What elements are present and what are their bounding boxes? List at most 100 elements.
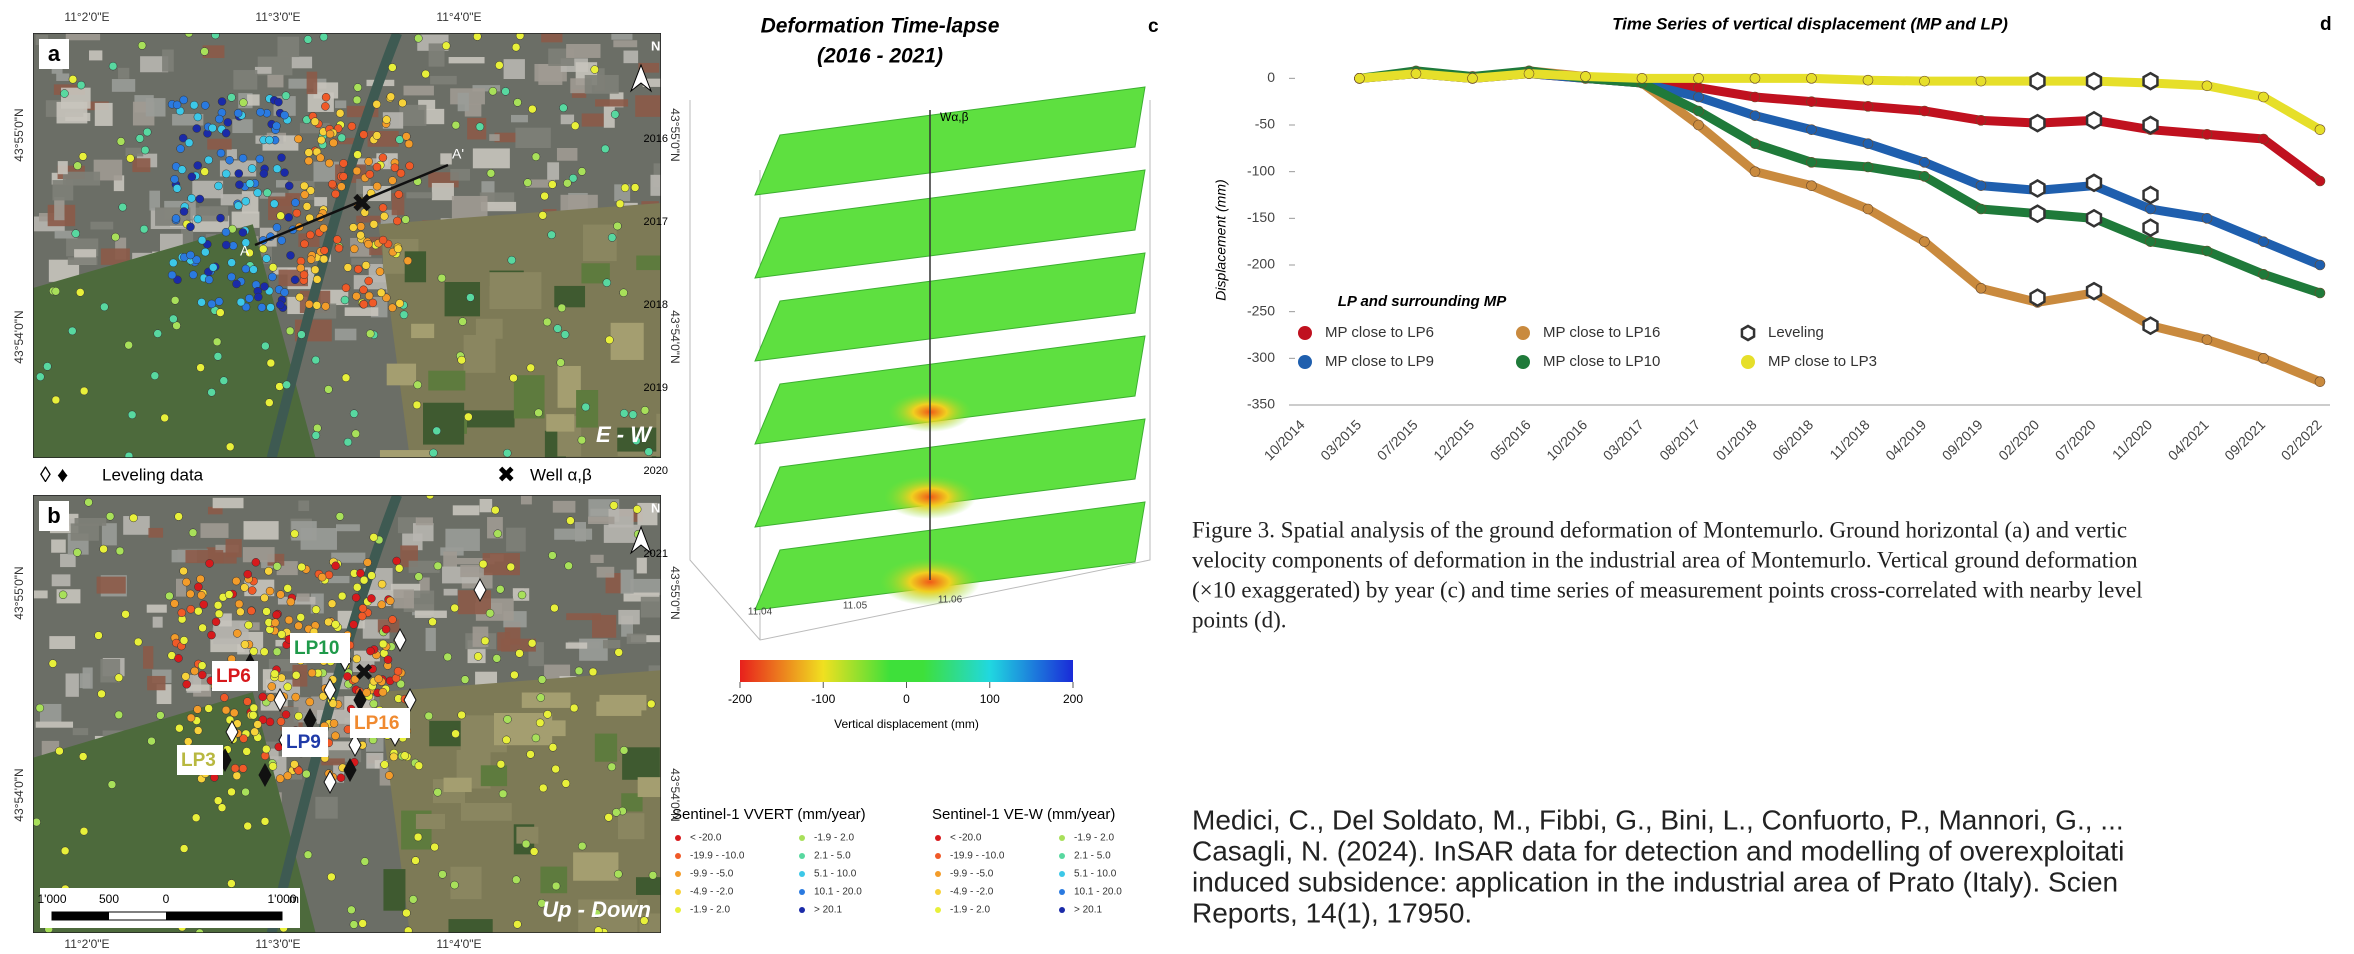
x-tick-label: 11/2018 [1826,416,1873,463]
sentinel-class: -1.9 - 2.0 [690,905,730,916]
year-label: 2020 [644,465,668,477]
measurement-point [33,817,41,827]
building [38,213,55,222]
leveling-diamond [393,627,407,653]
measurement-point [488,86,498,96]
measurement-point [73,548,82,557]
building [62,171,101,186]
measurement-point [229,241,238,250]
measurement-point [270,618,280,627]
scale-label: 0 [163,892,170,906]
measurement-point [207,388,216,397]
latitude-label: 43°54'0"N [668,310,682,363]
measurement-point [551,764,560,774]
building [321,758,345,766]
measurement-point [475,122,485,131]
deformation-slab [754,335,1146,445]
measurement-point [156,711,165,720]
lp-label: LP16 [354,713,399,734]
measurement-point [405,161,414,171]
sentinel-title: Sentinel-1 VVERT (mm/year) [672,806,866,823]
measurement-point [480,636,490,646]
building [565,642,588,649]
measurement-point [421,69,430,79]
measurement-point [68,75,78,84]
measurement-point [377,600,386,609]
measurement-point [388,176,397,185]
measurement-point [262,254,271,263]
measurement-point [294,711,303,721]
measurement-point [401,215,410,224]
measurement-point [333,235,342,244]
measurement-point [515,33,525,40]
building [621,615,633,637]
measurement-point [183,737,193,746]
building [207,138,232,150]
measurement-point [450,880,459,890]
measurement-point [556,358,565,367]
measurement-point [186,713,196,723]
measurement-point [378,639,388,649]
building [482,553,520,576]
citation-line: Medici, C., Del Soldato, M., Fibbi, G., … [1192,804,2124,835]
building [94,102,113,126]
building [590,554,604,563]
river [266,33,402,458]
measurement-point [372,131,382,140]
building [552,500,576,513]
building [443,588,458,596]
measurement-point [286,597,296,607]
measurement-point [266,303,275,312]
measurement-point [375,267,385,276]
measurement-point [365,170,375,179]
measurement-point [531,733,541,743]
measurement-point [321,102,330,111]
measurement-point [339,172,348,181]
measurement-point [640,916,649,925]
sentinel-class: > 20.1 [814,905,843,916]
colorbar-tick-label: 100 [980,692,1000,706]
measurement-point [337,133,347,143]
measurement-point [473,33,482,41]
measurement-point [473,652,483,661]
building [581,113,604,127]
data-point [1693,91,1704,103]
building [90,221,114,230]
measurement-point [227,258,236,267]
measurement-point [274,97,283,107]
measurement-point [256,107,265,117]
measurement-point [377,579,387,589]
legend-label: Well α,β [530,465,592,484]
measurement-point [265,586,275,596]
measurement-point [496,759,506,769]
measurement-point [343,672,352,681]
data-point [1862,101,1874,112]
measurement-point [366,646,375,656]
sentinel-class: 2.1 - 5.0 [814,851,851,862]
building [595,99,629,107]
building [140,56,169,73]
measurement-point [353,83,363,92]
data-point [1919,236,1930,247]
x-tick-label: 09/2019 [1939,416,1986,463]
scale-label: m [289,892,299,906]
building [35,721,74,728]
x-tick-label: 12/2015 [1430,416,1477,463]
building [220,194,251,206]
sentinel-swatch [799,907,805,913]
measurement-point [441,41,451,51]
data-point [1919,105,1930,117]
citation-line: Reports, 14(1), 17950. [1192,897,1472,928]
measurement-point [457,710,466,720]
data-point [1749,110,1761,121]
building [611,33,633,40]
measurement-point [402,908,411,918]
measurement-point [281,710,291,719]
measurement-point [353,150,362,159]
measurement-point [294,766,303,775]
measurement-point [304,300,314,309]
measurement-point [563,178,572,188]
building [642,78,661,87]
field [594,733,618,762]
building [660,734,661,751]
